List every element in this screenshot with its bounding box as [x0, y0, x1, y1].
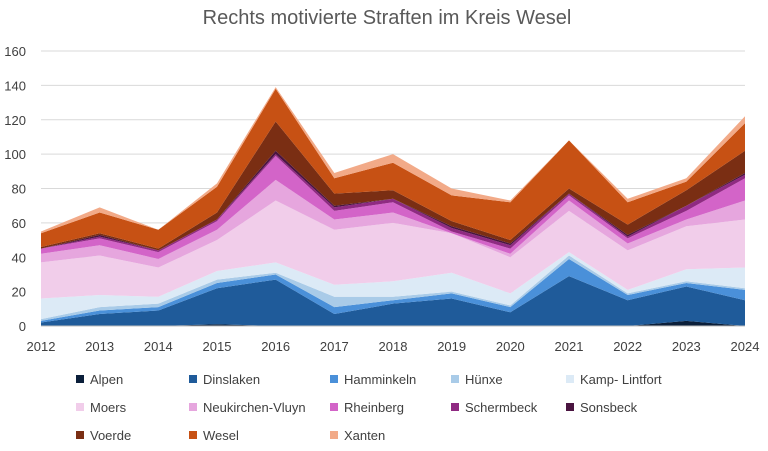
area-series-kamp-lintfort [41, 252, 745, 320]
area-series-dinslaken [41, 276, 745, 326]
y-tick-label: 0 [19, 319, 26, 334]
legend-item-wesel: Wesel [189, 428, 239, 443]
legend-swatch [451, 403, 459, 411]
x-tick-label: 2018 [379, 339, 408, 354]
legend-swatch [76, 431, 84, 439]
legend-swatch [189, 375, 197, 383]
legend-label: Hünxe [465, 372, 503, 387]
legend-swatch [76, 403, 84, 411]
legend-item-hamminkeln: Hamminkeln [330, 372, 416, 387]
x-tick-label: 2019 [437, 339, 466, 354]
y-tick-labels: 0 20 40 60 80 100 120 140 160 [4, 44, 26, 334]
x-tick-label: 2016 [261, 339, 290, 354]
legend-item-neukirchen-vluyn: Neukirchen-Vluyn [189, 400, 306, 415]
legend-label: Alpen [90, 372, 123, 387]
y-tick-label: 20 [12, 285, 26, 300]
y-tick-label: 100 [4, 147, 26, 162]
area-series-neukirchen-vluyn [41, 179, 745, 268]
legend-item-dinslaken: Dinslaken [189, 372, 260, 387]
legend-swatch [566, 403, 574, 411]
legend-label: Rheinberg [344, 400, 404, 415]
legend-swatch [330, 403, 338, 411]
legend-swatch [566, 375, 574, 383]
area-series-moers [41, 200, 745, 299]
y-tick-label: 120 [4, 113, 26, 128]
x-tick-label: 2021 [555, 339, 584, 354]
legend-label: Dinslaken [203, 372, 260, 387]
x-tick-label: 2022 [613, 339, 642, 354]
legend-item-h-nxe: Hünxe [451, 372, 503, 387]
y-tick-label: 140 [4, 78, 26, 93]
x-tick-label: 2012 [27, 339, 56, 354]
legend-label: Voerde [90, 428, 131, 443]
chart-title: Rechts motivierte Straften im Kreis Wese… [203, 7, 572, 29]
legend-item-xanten: Xanten [330, 428, 385, 443]
legend-swatch [330, 375, 338, 383]
legend: Alpen Dinslaken Hamminkeln Hünxe Kamp- Lintf… [76, 372, 662, 443]
area-series [41, 87, 745, 326]
legend-item-sonsbeck: Sonsbeck [566, 400, 638, 415]
legend-label: Wesel [203, 428, 239, 443]
area-series-alpen [41, 320, 745, 326]
y-tick-label: 40 [12, 250, 26, 265]
legend-label: Kamp- Lintfort [580, 372, 662, 387]
area-series-hamminkeln [41, 258, 745, 323]
x-tick-label: 2013 [85, 339, 114, 354]
x-tick-label: 2017 [320, 339, 349, 354]
legend-item-schermbeck: Schermbeck [451, 400, 538, 415]
area-series-wesel [41, 88, 745, 249]
area-series-voerde [41, 121, 745, 251]
legend-item-rheinberg: Rheinberg [330, 400, 404, 415]
legend-label: Moers [90, 400, 127, 415]
area-series-xanten [41, 87, 745, 234]
y-tick-label: 60 [12, 216, 26, 231]
legend-label: Hamminkeln [344, 372, 416, 387]
x-tick-label: 2023 [672, 339, 701, 354]
x-tick-label: 2014 [144, 339, 173, 354]
legend-label: Sonsbeck [580, 400, 638, 415]
legend-item-kamp-lintfort: Kamp- Lintfort [566, 372, 662, 387]
x-tick-label: 2015 [203, 339, 232, 354]
legend-label: Schermbeck [465, 400, 538, 415]
legend-label: Xanten [344, 428, 385, 443]
legend-item-moers: Moers [76, 400, 127, 415]
x-tick-labels: 2012 2013 2014 2015 2016 2017 2018 2019 2020 2021… [27, 339, 760, 354]
legend-swatch [330, 431, 338, 439]
legend-item-alpen: Alpen [76, 372, 123, 387]
legend-swatch [451, 375, 459, 383]
legend-swatch [189, 403, 197, 411]
y-tick-label: 80 [12, 182, 26, 197]
area-series-rheinberg [41, 155, 745, 259]
legend-item-voerde: Voerde [76, 428, 131, 443]
legend-label: Neukirchen-Vluyn [203, 400, 306, 415]
x-tick-label: 2020 [496, 339, 525, 354]
legend-swatch [76, 375, 84, 383]
x-tick-label: 2024 [731, 339, 760, 354]
y-tick-label: 160 [4, 44, 26, 59]
legend-swatch [189, 431, 197, 439]
